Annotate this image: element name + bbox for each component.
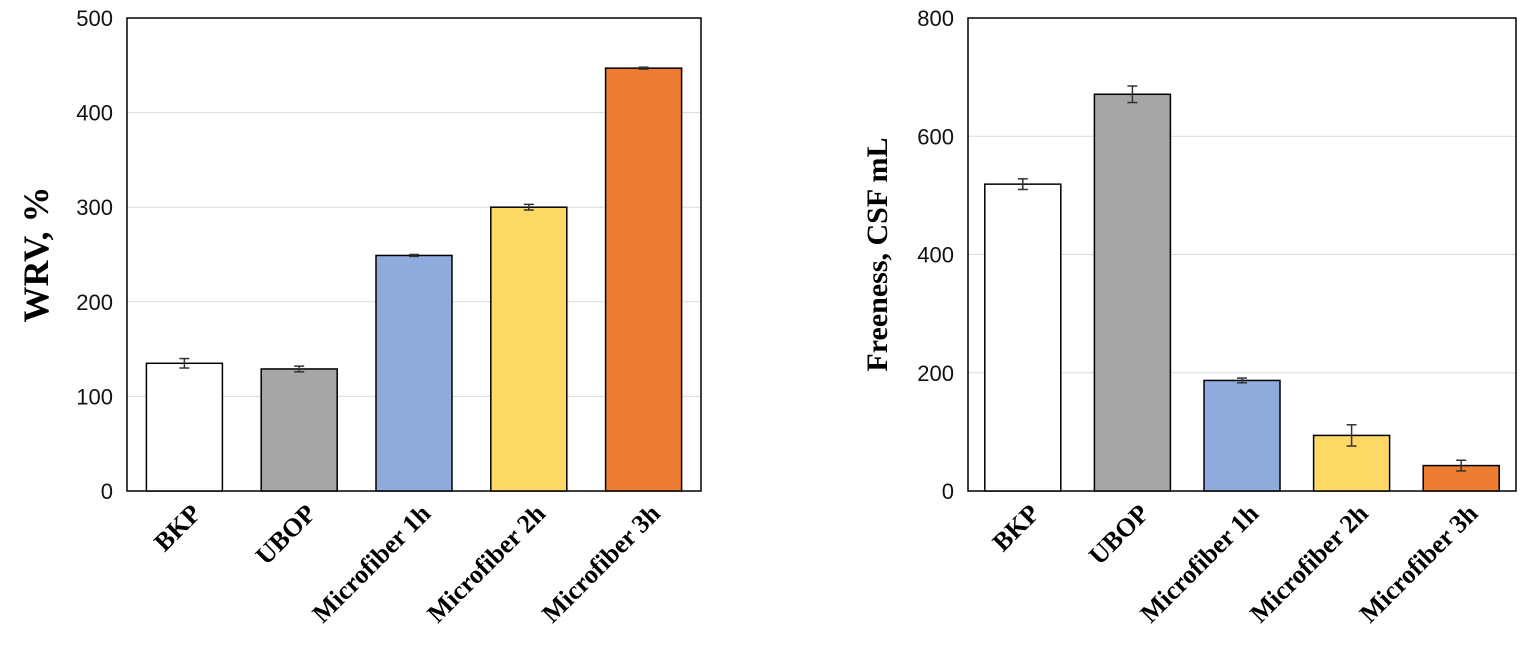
y-tick-label: 100: [76, 384, 113, 409]
x-category-label: Microfiber 1h: [307, 498, 437, 628]
y-axis-title: Freeness, CSF mL: [861, 137, 894, 371]
bar-ubop: [260, 368, 338, 492]
y-tick-label: 300: [76, 195, 113, 220]
bar-microfiber-1h: [1203, 379, 1281, 492]
y-tick-label: 0: [942, 479, 954, 504]
x-category-label: UBOP: [1083, 499, 1155, 571]
bar-bkp: [984, 183, 1062, 492]
x-category-label: Microfiber 3h: [1354, 498, 1484, 628]
y-tick-label: 400: [917, 243, 954, 268]
x-category-label: BKP: [148, 499, 206, 557]
y-tick-label: 600: [917, 124, 954, 149]
bar-microfiber-2h: [490, 206, 568, 492]
bar-ubop: [1093, 93, 1172, 492]
y-tick-label: 200: [76, 290, 113, 315]
bar-bkp: [145, 362, 224, 492]
y-tick-label: 0: [101, 479, 113, 504]
bar-microfiber-1h: [375, 254, 453, 492]
x-category-label: UBOP: [250, 499, 322, 571]
x-category-label: Microfiber 3h: [536, 498, 666, 628]
bar-microfiber-3h: [604, 67, 683, 492]
y-tick-label: 400: [76, 101, 113, 126]
y-tick-label: 200: [917, 361, 954, 386]
x-category-label: Microfiber 2h: [421, 498, 551, 628]
y-tick-label: 500: [76, 6, 113, 31]
x-category-label: BKP: [987, 499, 1045, 557]
y-tick-label: 800: [917, 6, 954, 31]
y-axis-title: WRV, %: [16, 186, 56, 322]
